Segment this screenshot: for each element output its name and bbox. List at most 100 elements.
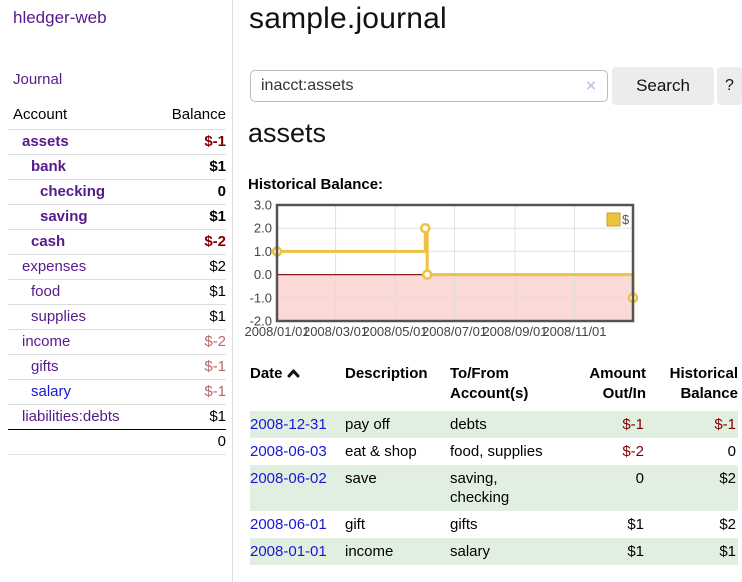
account-balance: $1	[209, 408, 226, 425]
account-row: bank $1	[8, 154, 226, 180]
brand-link[interactable]: hledger-web	[13, 8, 107, 27]
transaction-description: pay off	[345, 416, 390, 433]
register-row: 2008-01-01 income salary $1 $1	[250, 538, 738, 565]
accounts-total-spacer	[8, 429, 155, 455]
svg-text:2.0: 2.0	[254, 221, 272, 236]
search-button[interactable]: Search	[612, 67, 714, 105]
account-row: liabilities:debts $1	[8, 404, 226, 430]
transaction-amount: $-1	[622, 416, 644, 433]
transaction-date-link[interactable]: 2008-12-31	[250, 416, 327, 433]
account-row: salary $-1	[8, 379, 226, 405]
transaction-accounts: salary	[450, 543, 491, 560]
account-balance: $-1	[204, 133, 226, 150]
register-col-description: Description	[345, 365, 428, 382]
account-link[interactable]: cash	[31, 233, 66, 250]
transaction-balance: 0	[727, 443, 736, 460]
account-row: gifts $-1	[8, 354, 226, 380]
sidebar-item-journal[interactable]: Journal	[13, 71, 63, 88]
search-input[interactable]	[250, 70, 608, 102]
transaction-date-link[interactable]: 2008-06-02	[250, 470, 327, 487]
svg-text:2008/03/01: 2008/03/01	[303, 324, 368, 339]
svg-text:-1.0: -1.0	[250, 290, 272, 305]
account-row: income $-2	[8, 329, 226, 355]
account-row: food $1	[8, 279, 226, 305]
page-title: sample.journal	[249, 2, 447, 35]
svg-text:3.0: 3.0	[254, 198, 272, 213]
account-link[interactable]: gifts	[31, 358, 59, 375]
account-link[interactable]: supplies	[31, 308, 87, 325]
transaction-amount: $1	[627, 516, 644, 533]
svg-text:2008/07/01: 2008/07/01	[422, 324, 487, 339]
register-row: 2008-06-02 save saving, checking 0 $2	[250, 465, 738, 511]
transaction-accounts: saving, checking	[450, 470, 510, 506]
account-row: expenses $2	[8, 254, 226, 280]
svg-text:2008/09/01: 2008/09/01	[482, 324, 547, 339]
register-col-balance: Historical Balance	[669, 365, 738, 402]
transaction-balance: $2	[719, 470, 736, 487]
account-balance: $1	[209, 158, 226, 175]
transaction-description: save	[345, 470, 377, 487]
historical-balance-chart: $3.0 2.0 1.0 0.0 -1.0 -2.02008/01/012008/03/0…	[244, 198, 639, 339]
transaction-amount: $-2	[622, 443, 644, 460]
help-button[interactable]: ?	[717, 67, 742, 105]
register-col-amount: Amount Out/In	[589, 365, 646, 402]
account-link[interactable]: assets	[22, 133, 69, 150]
transaction-accounts: debts	[450, 416, 487, 433]
account-balance: $-2	[204, 333, 226, 350]
register-table: Date Description To/From Account(s) Amou…	[250, 362, 738, 565]
account-balance: $2	[209, 258, 226, 275]
sidebar: hledger-web Journal Account Balance asse…	[0, 0, 233, 582]
account-row: assets $-1	[8, 129, 226, 155]
svg-text:0.0: 0.0	[254, 267, 272, 282]
transaction-description: gift	[345, 516, 366, 533]
sort-ascending-icon	[287, 365, 300, 385]
accounts-header-row: Account Balance	[8, 103, 226, 130]
account-link[interactable]: liabilities:debts	[22, 408, 120, 425]
svg-text:2008/05/01: 2008/05/01	[362, 324, 427, 339]
search-form: × Search ?	[250, 67, 742, 105]
register-row: 2008-06-03 eat & shop food, supplies $-2 0	[250, 438, 738, 465]
transaction-amount: 0	[635, 470, 644, 487]
accounts-total-row: 0	[8, 429, 226, 455]
transaction-description: eat & shop	[345, 443, 417, 460]
accounts-total-value: 0	[154, 429, 226, 455]
register-col-accounts: To/From Account(s)	[450, 365, 529, 402]
account-link[interactable]: income	[22, 333, 71, 350]
svg-text:2008/01/01: 2008/01/01	[244, 324, 309, 339]
account-balance: $-1	[204, 358, 226, 375]
account-balance: $-1	[204, 383, 226, 400]
transaction-date-link[interactable]: 2008-01-01	[250, 543, 327, 560]
accounts-table: Account Balance assets $-1 bank $1 checking 0…	[8, 103, 226, 455]
chart-label: Historical Balance:	[248, 176, 384, 193]
register-row: 2008-06-01 gift gifts $1 $2	[250, 511, 738, 538]
svg-text:-2.0: -2.0	[250, 314, 272, 329]
account-row: supplies $1	[8, 304, 226, 330]
account-link[interactable]: checking	[40, 183, 106, 200]
transaction-balance: $-1	[714, 416, 736, 433]
svg-text:2008/11/01: 2008/11/01	[542, 324, 606, 339]
clear-search-icon[interactable]: ×	[586, 76, 596, 95]
register-col-date[interactable]: Date	[250, 362, 345, 411]
transaction-accounts: gifts	[450, 516, 478, 533]
account-link[interactable]: expenses	[22, 258, 87, 275]
accounts-col-balance: Balance	[171, 106, 226, 123]
account-row: checking 0	[8, 179, 226, 205]
transaction-balance: $2	[719, 516, 736, 533]
transaction-date-link[interactable]: 2008-06-03	[250, 443, 327, 460]
account-balance: $-2	[204, 233, 226, 250]
transaction-amount: $1	[627, 543, 644, 560]
svg-text:$: $	[622, 212, 630, 227]
account-page-title: assets	[248, 118, 327, 148]
account-link[interactable]: saving	[40, 208, 88, 225]
account-balance: 0	[217, 183, 226, 200]
account-link[interactable]: food	[31, 283, 61, 300]
account-row: saving $1	[8, 204, 226, 230]
account-link[interactable]: salary	[31, 383, 72, 400]
account-balance: $1	[209, 283, 226, 300]
account-link[interactable]: bank	[31, 158, 67, 175]
account-balance: $1	[209, 308, 226, 325]
register-col-date-label: Date	[250, 365, 283, 382]
account-balance: $1	[209, 208, 226, 225]
transaction-date-link[interactable]: 2008-06-01	[250, 516, 327, 533]
transaction-description: income	[345, 543, 394, 560]
